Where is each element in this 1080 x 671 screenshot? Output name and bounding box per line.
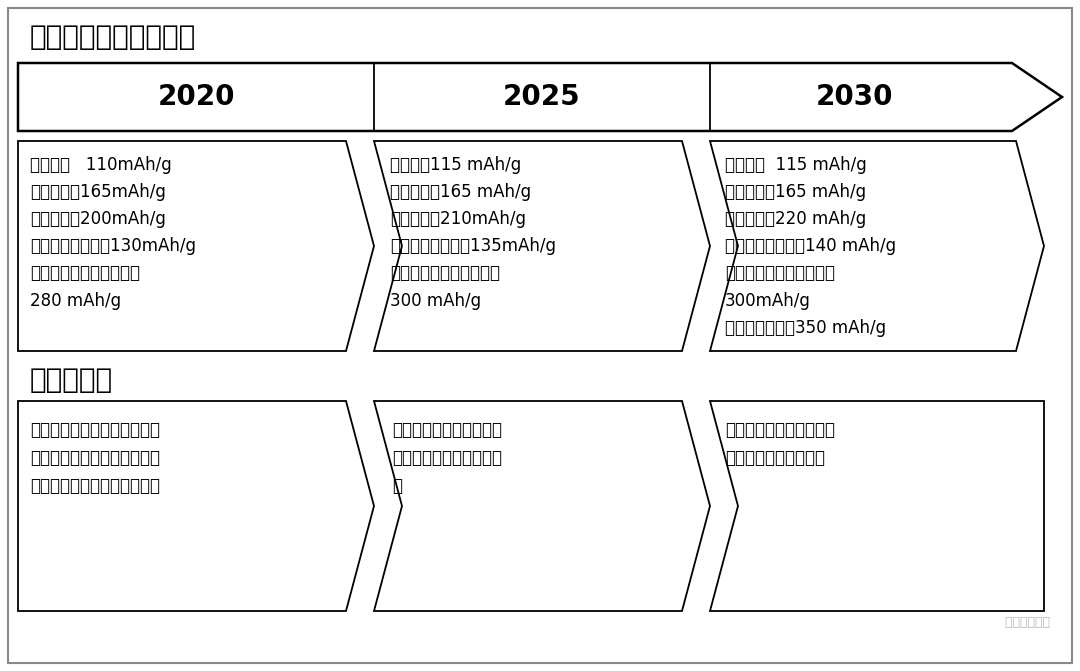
Polygon shape xyxy=(374,141,710,351)
Polygon shape xyxy=(18,401,374,611)
Polygon shape xyxy=(710,401,1044,611)
Text: 锰酸锂：  115 mAh/g
磷酸铁锂：165 mAh/g
三元材料：220 mAh/g
高电压镍锰酸锂：140 mAh/g
富锂氧化物固溶体材料：
300m: 锰酸锂： 115 mAh/g 磷酸铁锂：165 mAh/g 三元材料：220 m… xyxy=(725,156,896,337)
Text: 2030: 2030 xyxy=(816,83,894,111)
Polygon shape xyxy=(18,141,374,351)
Polygon shape xyxy=(710,141,1044,351)
Text: 正极材料技术路线图：: 正极材料技术路线图： xyxy=(30,23,197,51)
Text: 锰酸锂：   110mAh/g
磷酸铁锂：165mAh/g
三元材料：200mAh/g
高电压镍锰酸锂：130mAh/g
富锂氧化物固溶体材料：
280 mAh: 锰酸锂： 110mAh/g 磷酸铁锂：165mAh/g 三元材料：200mAh/… xyxy=(30,156,195,309)
Text: 通过提高镍含量，提高其比容
量，通过掺杂、包覆和表面处
理等技术手段，提高循环性能: 通过提高镍含量，提高其比容 量，通过掺杂、包覆和表面处 理等技术手段，提高循环性… xyxy=(30,421,160,495)
Text: 2020: 2020 xyxy=(158,83,234,111)
Text: 性能提升：: 性能提升： xyxy=(30,366,113,394)
Polygon shape xyxy=(18,63,1062,131)
Text: 通过产品改性提高高电压
使用条件下的循环性能: 通过产品改性提高高电压 使用条件下的循环性能 xyxy=(725,421,835,467)
Polygon shape xyxy=(374,401,710,611)
Text: 锂电联盟会长: 锂电联盟会长 xyxy=(997,616,1050,629)
Text: 提高电池工作电压，提升
热安全性能和循环稳定性
能: 提高电池工作电压，提升 热安全性能和循环稳定性 能 xyxy=(392,421,502,495)
Text: 2025: 2025 xyxy=(503,83,581,111)
Text: 锰酸锂：115 mAh/g
磷酸铁锂：165 mAh/g
三元材料：210mAh/g
高电压镍锰酸锂：135mAh/g
富锂氧化物固溶体材料：
300 mAh/: 锰酸锂：115 mAh/g 磷酸铁锂：165 mAh/g 三元材料：210mAh… xyxy=(390,156,556,309)
